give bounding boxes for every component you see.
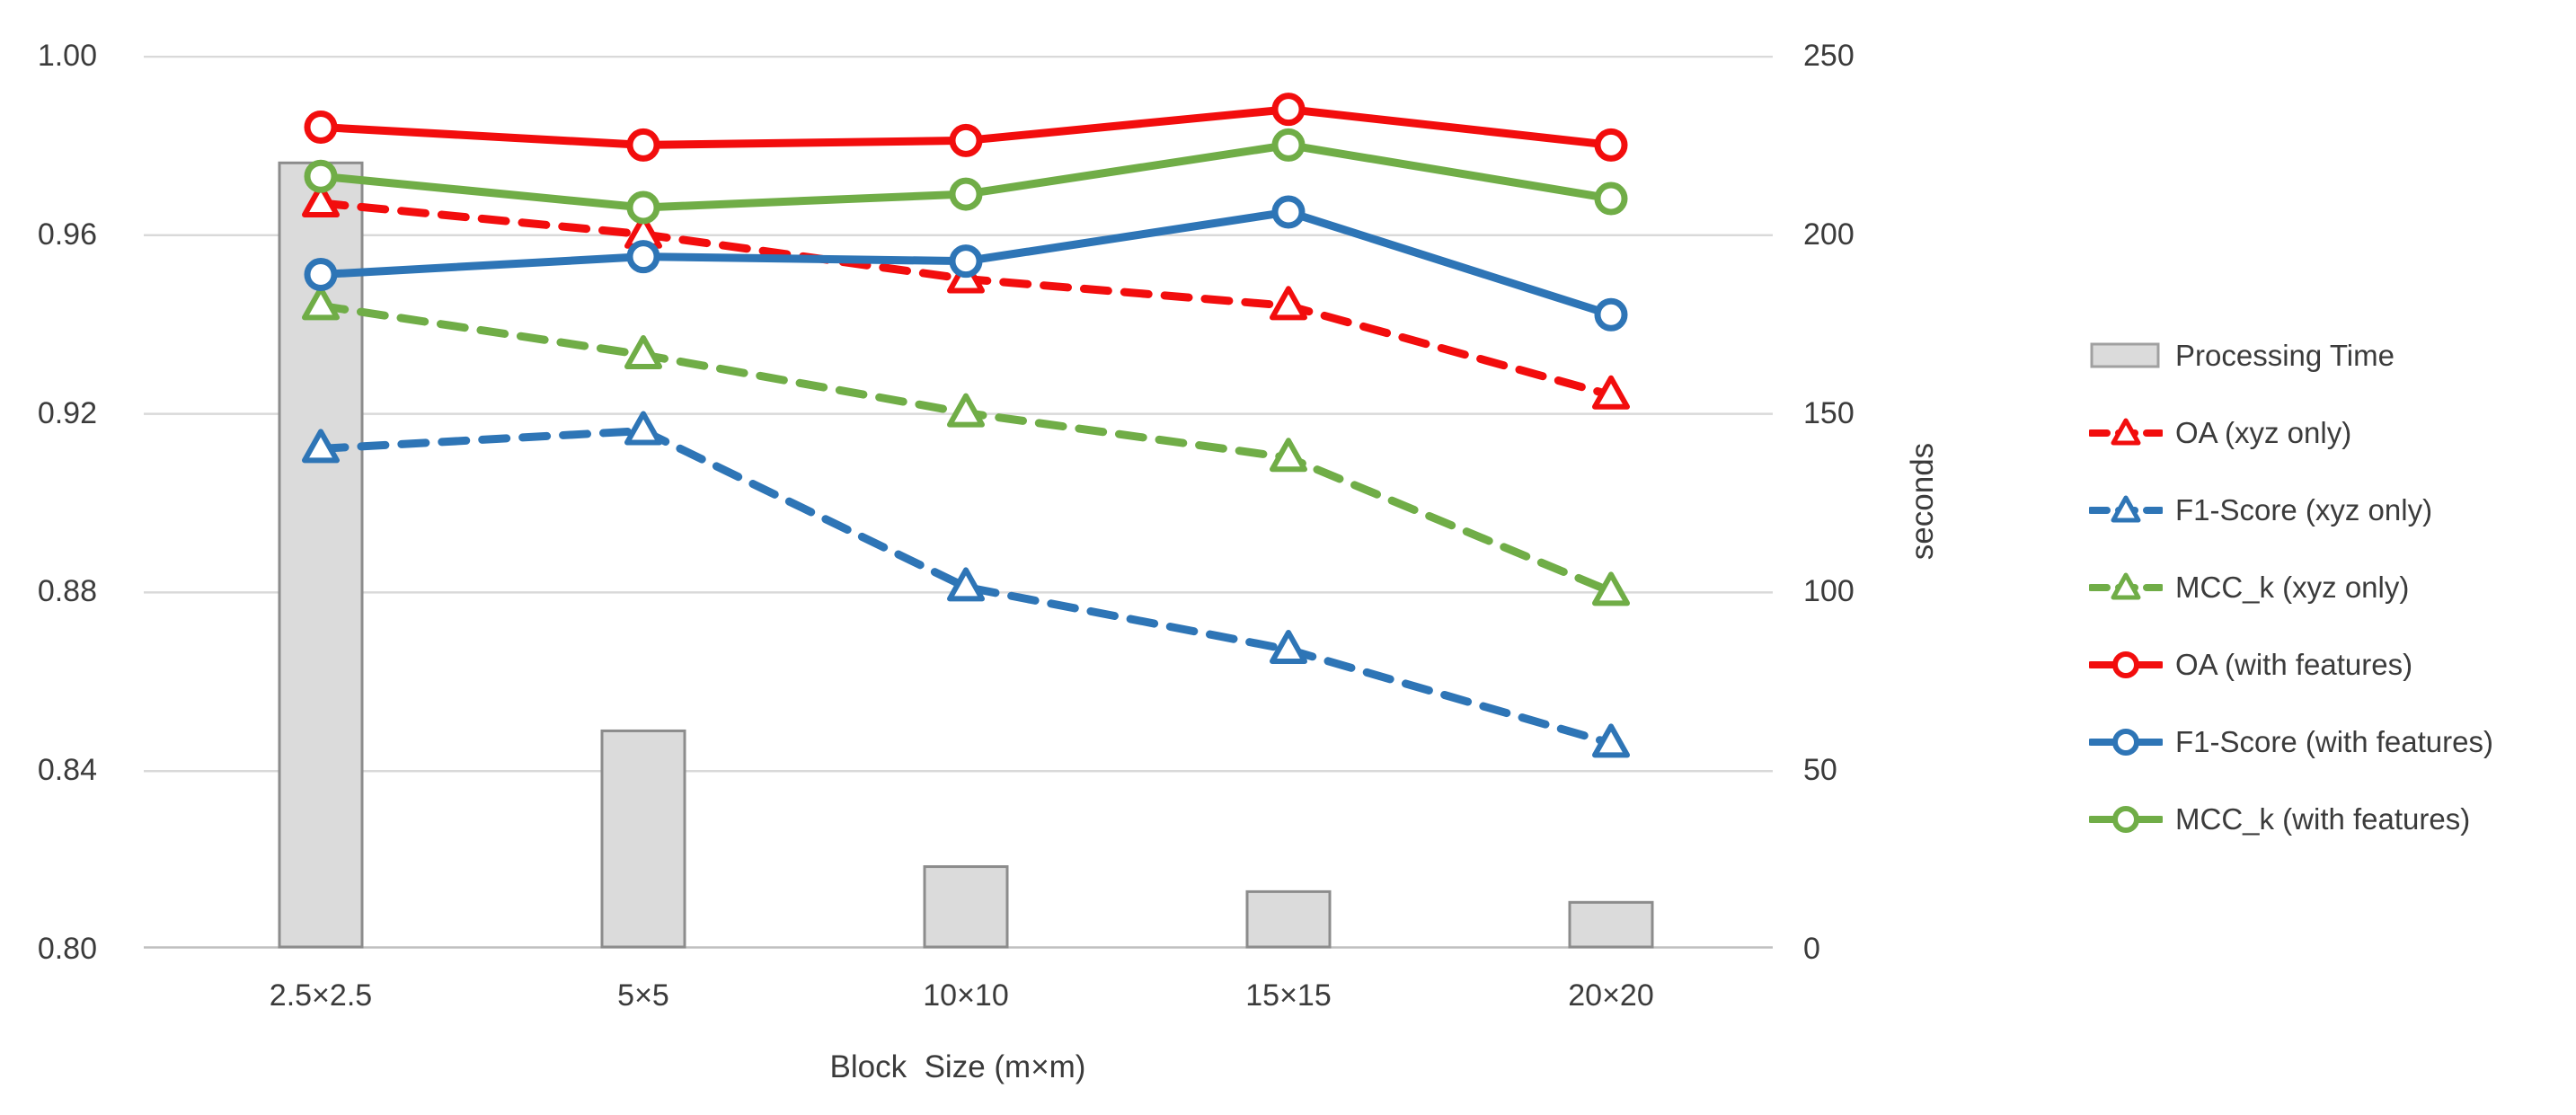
series-marker-f1-score-xyz-only: [947, 567, 985, 602]
right-axis-tick-label: 150: [1803, 395, 1855, 430]
legend-swatch-line-icon: [2089, 806, 2163, 833]
series-marker-oa-with-features: [626, 128, 660, 162]
legend-swatch-bar-icon: [2090, 342, 2160, 368]
legend-item-mcc-k-with-features: MCC_k (with features): [2089, 781, 2493, 858]
processing-time-bar: [1568, 900, 1654, 949]
series-marker-mcc-k-with-features: [304, 159, 338, 193]
series-marker-f1-score-xyz-only: [1270, 630, 1307, 665]
series-marker-f1-score-with-features: [626, 240, 660, 274]
legend-swatch-line-icon: [2089, 729, 2163, 756]
x-axis-category-label: 15×15: [1245, 978, 1332, 1013]
series-marker-mcc-k-with-features: [1594, 181, 1628, 216]
processing-time-bar: [923, 865, 1009, 949]
series-line-oa-xyz-only: [316, 199, 1616, 400]
series-marker-f1-score-xyz-only: [1592, 723, 1630, 758]
left-axis-tick-label: 0.84: [37, 753, 97, 788]
series-line-mcc-k-xyz-only: [316, 301, 1616, 596]
series-marker-mcc-k-xyz-only: [302, 286, 340, 321]
series-marker-f1-score-with-features: [304, 258, 338, 292]
legend-item-mcc-k-xyz-only: MCC_k (xyz only): [2089, 549, 2493, 626]
legend-item-oa-xyz-only: OA (xyz only): [2089, 394, 2493, 472]
right-axis-tick-label: 200: [1803, 217, 1855, 252]
legend-item-processing-time: Processing Time: [2089, 317, 2493, 394]
right-axis-tick-label: 100: [1803, 574, 1855, 609]
series-marker-oa-xyz-only: [1592, 375, 1630, 410]
plot-svg: [144, 55, 1773, 949]
left-axis-tick-label: 0.96: [37, 217, 97, 252]
plot-area: [144, 55, 1773, 949]
series-marker-mcc-k-with-features: [626, 190, 660, 225]
legend-swatch-line-icon: [2089, 418, 2163, 446]
legend-item-label: OA (xyz only): [2175, 416, 2352, 449]
x-axis-category-label: 10×10: [923, 978, 1009, 1013]
legend-swatch-line-icon: [2089, 572, 2163, 600]
series-marker-f1-score-with-features: [1271, 195, 1306, 229]
legend-item-label: MCC_k (with features): [2175, 802, 2471, 836]
series-marker-mcc-k-xyz-only: [624, 334, 662, 369]
x-axis-title: Block Size (m×m): [829, 1049, 1086, 1084]
x-axis-category-label: 2.5×2.5: [269, 978, 373, 1013]
right-axis-tick-label: 50: [1803, 753, 1837, 788]
series-marker-oa-with-features: [949, 123, 983, 157]
legend-item-label: OA (with features): [2175, 648, 2413, 681]
right-axis-tick-label: 250: [1803, 39, 1855, 73]
right-axis-tick-label: 0: [1803, 932, 1820, 966]
legend-item-label: F1-Score (with features): [2175, 725, 2493, 758]
left-axis-tick-label: 0.92: [37, 395, 97, 430]
series-marker-f1-score-xyz-only: [302, 429, 340, 464]
series-line-f1-score-xyz-only: [316, 426, 1616, 748]
left-axis-tick-label: 0.80: [37, 932, 97, 966]
legend-item-label: F1-Score (xyz only): [2175, 493, 2433, 527]
x-axis-category-label: 20×20: [1568, 978, 1654, 1013]
processing-time-bar: [1245, 889, 1332, 949]
series-marker-oa-with-features: [304, 111, 338, 145]
legend-swatch-line-icon: [2089, 495, 2163, 523]
series-marker-oa-with-features: [1594, 128, 1628, 162]
legend-item-f1-score-with-features: F1-Score (with features): [2089, 704, 2493, 781]
legend-item-oa-with-features: OA (with features): [2089, 626, 2493, 704]
series-marker-oa-with-features: [1271, 93, 1306, 127]
processing-time-bar: [600, 729, 686, 949]
series-marker-mcc-k-with-features: [949, 177, 983, 211]
series-marker-mcc-k-xyz-only: [1592, 571, 1630, 606]
series-marker-mcc-k-with-features: [1271, 128, 1306, 162]
x-axis-category-label: 5×5: [617, 978, 669, 1013]
legend-item-f1-score-xyz-only: F1-Score (xyz only): [2089, 472, 2493, 549]
series-marker-f1-score-with-features: [949, 244, 983, 279]
left-axis-tick-label: 1.00: [37, 39, 97, 73]
left-axis-tick-label: 0.88: [37, 574, 97, 609]
series-marker-mcc-k-xyz-only: [1270, 438, 1307, 473]
series-marker-oa-xyz-only: [302, 183, 340, 218]
legend-swatch-line-icon: [2089, 651, 2163, 678]
series-marker-f1-score-xyz-only: [624, 411, 662, 446]
right-axis-title: seconds: [1905, 442, 1940, 561]
legend: Processing Time OA (xyz only) F1-Score (xy…: [2089, 317, 2493, 858]
series-marker-f1-score-with-features: [1594, 297, 1628, 332]
legend-item-label: Processing Time: [2175, 339, 2395, 372]
series-marker-mcc-k-xyz-only: [947, 393, 985, 428]
legend-item-label: MCC_k (xyz only): [2175, 571, 2410, 604]
series-marker-oa-xyz-only: [1270, 286, 1307, 321]
